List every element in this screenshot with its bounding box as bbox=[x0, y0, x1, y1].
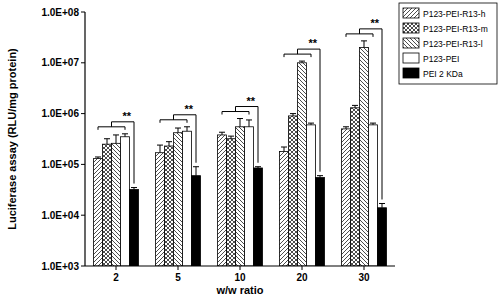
bar bbox=[289, 116, 298, 266]
error-bar bbox=[122, 134, 128, 137]
bar bbox=[245, 127, 254, 266]
error-bar bbox=[157, 145, 163, 153]
significance-bracket bbox=[98, 122, 134, 184]
significance-label: ** bbox=[122, 110, 131, 122]
y-tick-label: 1.0E+05 bbox=[41, 159, 79, 170]
bar bbox=[121, 137, 130, 266]
error-bar bbox=[193, 167, 199, 176]
error-bar bbox=[361, 41, 367, 48]
legend-label: P123-PEI bbox=[423, 54, 459, 64]
legend-swatch bbox=[403, 53, 419, 63]
error-bar bbox=[352, 105, 358, 107]
bar bbox=[342, 129, 351, 266]
x-axis bbox=[85, 265, 395, 266]
error-bar bbox=[131, 188, 137, 190]
bar bbox=[351, 108, 360, 266]
error-bar bbox=[379, 203, 385, 207]
significance-label: ** bbox=[308, 37, 317, 49]
x-tick-label: 2 bbox=[113, 272, 119, 283]
legend-box bbox=[399, 3, 497, 84]
legend-swatch bbox=[403, 68, 419, 78]
bar bbox=[378, 208, 387, 266]
legend-swatch bbox=[403, 8, 419, 18]
y-tick-label: 1.0E+08 bbox=[41, 7, 79, 18]
significance-bracket bbox=[160, 115, 196, 163]
x-axis-label: w/w ratio bbox=[215, 284, 263, 296]
y-axis-label: Luciferase assay (RLU/mg protein) bbox=[6, 48, 18, 230]
bar bbox=[307, 125, 316, 266]
chart: 1.0E+03 1.0E+04 1.0E+05 1.0E+06 1.0E+07 1.0E+… bbox=[0, 0, 500, 302]
bar bbox=[183, 131, 192, 266]
error-bar bbox=[299, 61, 305, 63]
error-bar bbox=[175, 128, 181, 133]
significance-label: ** bbox=[370, 17, 379, 29]
x-tick-label: 10 bbox=[234, 272, 246, 283]
legend-swatch bbox=[403, 38, 419, 48]
legend-label: P123-PEI-R13-l bbox=[423, 39, 483, 49]
error-bar bbox=[246, 120, 252, 127]
y-tick-label: 1.0E+04 bbox=[41, 210, 79, 221]
bar bbox=[218, 135, 227, 266]
bar bbox=[369, 125, 378, 266]
bars bbox=[94, 41, 387, 266]
bar bbox=[227, 139, 236, 266]
error-bar bbox=[95, 157, 101, 159]
significance-bracket bbox=[222, 107, 258, 163]
bar bbox=[156, 153, 165, 266]
x-tick-label: 30 bbox=[358, 272, 370, 283]
bar bbox=[94, 159, 103, 266]
error-bar bbox=[370, 123, 376, 125]
error-bar bbox=[228, 136, 234, 139]
error-bar bbox=[184, 127, 190, 131]
error-bar bbox=[104, 139, 110, 144]
significance-label: ** bbox=[184, 103, 193, 115]
error-bar bbox=[290, 114, 296, 116]
bar bbox=[360, 48, 369, 266]
bar bbox=[254, 168, 263, 266]
error-bar bbox=[219, 132, 225, 135]
error-bar bbox=[343, 127, 349, 129]
bar bbox=[192, 176, 201, 266]
y-tick-label: 1.0E+03 bbox=[41, 261, 79, 272]
bar bbox=[130, 190, 139, 266]
bar bbox=[316, 178, 325, 266]
error-bar bbox=[308, 123, 314, 125]
x-tick-label: 5 bbox=[175, 272, 181, 283]
significance-bracket bbox=[346, 29, 382, 200]
bar bbox=[298, 63, 307, 266]
bar bbox=[174, 133, 183, 266]
error-bar bbox=[166, 142, 172, 146]
x-tick-label: 20 bbox=[296, 272, 308, 283]
bar bbox=[280, 151, 289, 266]
bar bbox=[112, 143, 121, 266]
error-bar bbox=[281, 147, 287, 151]
legend-swatch bbox=[403, 23, 419, 33]
error-bar bbox=[255, 167, 261, 168]
y-tick-label: 1.0E+06 bbox=[41, 108, 79, 119]
y-tick-label: 1.0E+07 bbox=[41, 57, 79, 68]
y-axis bbox=[84, 12, 85, 266]
legend-label: PEI 2 KDa bbox=[423, 69, 463, 79]
significance-bracket bbox=[284, 49, 320, 172]
bar bbox=[165, 146, 174, 266]
bar bbox=[236, 127, 245, 266]
error-bar bbox=[237, 119, 243, 127]
error-bar bbox=[317, 176, 323, 178]
significance-label: ** bbox=[246, 95, 255, 107]
legend-label: P123-PEI-R13-h bbox=[423, 9, 486, 19]
bar bbox=[103, 144, 112, 266]
legend-label: P123-PEI-R13-m bbox=[423, 24, 488, 34]
error-bar bbox=[113, 135, 119, 143]
